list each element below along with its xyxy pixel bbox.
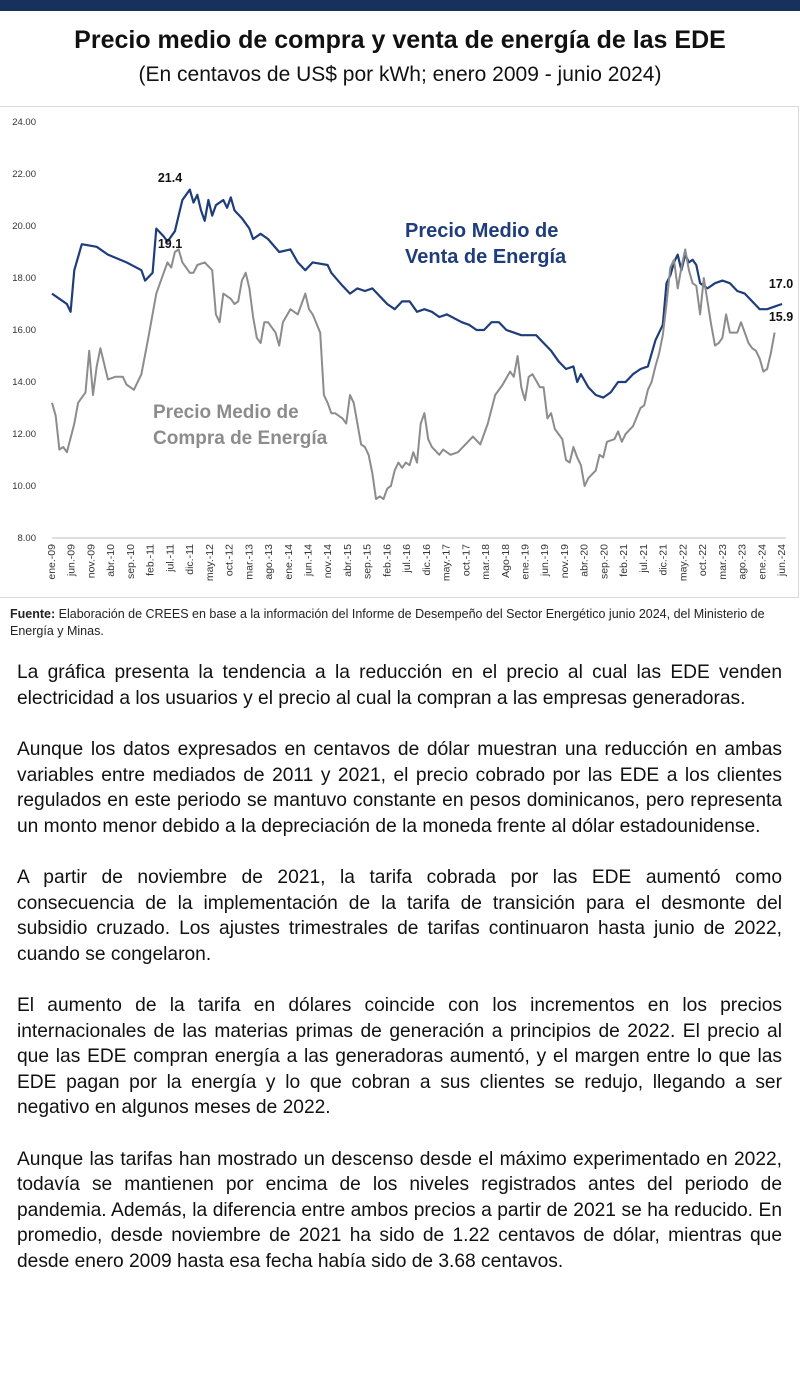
top-bar (0, 0, 800, 11)
x-tick-label: oct.-17 (460, 544, 472, 576)
y-tick-label: 16.00 (12, 325, 36, 336)
compra-peak-label: 19.1 (158, 237, 182, 251)
x-tick-label: ene.-14 (283, 544, 295, 580)
y-tick-label: 12.00 (12, 429, 36, 440)
x-tick-label: nov.-19 (559, 544, 571, 578)
article-body: La gráfica presenta la tendencia a la re… (17, 660, 782, 1300)
y-tick-label: 14.00 (12, 377, 36, 388)
paragraph-2: Aunque los datos expresados en centavos … (17, 739, 782, 837)
x-tick-label: ago.-23 (737, 544, 749, 580)
y-tick-label: 24.00 (12, 117, 36, 128)
x-tick-label: jul.-11 (164, 544, 176, 573)
compra-legend-line1: Precio Medio de (153, 402, 299, 423)
paragraph-1: La gráfica presenta la tendencia a la re… (17, 662, 782, 709)
x-tick-label: feb.-11 (145, 544, 157, 576)
x-tick-label: dic.-21 (658, 544, 670, 576)
paragraph-3: A partir de noviembre de 2021, la tarifa… (17, 867, 782, 965)
source-label: Fuente: (10, 607, 56, 621)
x-tick-label: abr.-15 (342, 544, 354, 577)
compra-end-label: 15.9 (769, 310, 793, 324)
y-tick-label: 10.00 (12, 481, 36, 492)
x-tick-label: may.-17 (441, 544, 453, 581)
x-tick-label: mar.-13 (243, 544, 255, 580)
paragraph-4: El aumento de la tarifa en dólares coinc… (17, 995, 782, 1118)
x-tick-label: nov.-14 (322, 544, 334, 578)
compra-series-line (51, 248, 776, 500)
x-tick-label: oct.-12 (224, 544, 236, 576)
compra-legend-line2: Compra de Energía (153, 428, 328, 449)
x-tick-label: may.-22 (677, 544, 689, 581)
x-tick-label: sep.-10 (125, 544, 137, 579)
x-tick-label: dic.-16 (421, 544, 433, 576)
x-tick-label: may.-12 (204, 544, 216, 581)
x-tick-label: oct.-22 (697, 544, 709, 576)
x-tick-label: jun.-14 (302, 544, 314, 577)
x-tick-label: jun.-09 (66, 544, 78, 577)
venta-legend-line2: Venta de Energía (405, 246, 567, 268)
x-tick-label: jul.-16 (401, 544, 413, 574)
line-chart: 8.00 10.00 12.00 14.00 16.00 18.00 20.00 22.00 2… (12, 117, 793, 581)
x-tick-label: ene.-09 (46, 544, 58, 580)
y-tick-label: 20.00 (12, 221, 36, 232)
y-tick-label: 18.00 (12, 273, 36, 284)
paragraph-5: Aunque las tarifas han mostrado un desce… (17, 1148, 782, 1272)
x-tick-label: dic.-11 (184, 544, 196, 575)
x-tick-label: feb.-21 (618, 544, 630, 577)
x-tick-label: feb.-16 (381, 544, 393, 577)
x-tick-label: ago.-13 (263, 544, 275, 580)
x-tick-label: sep.-15 (362, 544, 374, 579)
y-tick-label: 22.00 (12, 169, 36, 180)
x-tick-label: jun.-24 (776, 544, 788, 577)
x-tick-label: mar.-23 (717, 544, 729, 580)
x-tick-label: mar.-18 (480, 544, 492, 580)
x-tick-label: jul.-21 (638, 544, 650, 574)
x-tick-label: sep.-20 (598, 544, 610, 579)
x-tick-label: ene.-24 (756, 544, 768, 580)
venta-legend-line1: Precio Medio de (405, 220, 558, 242)
venta-end-label: 17.0 (769, 277, 793, 291)
x-tick-label: abr.-20 (579, 544, 591, 577)
x-tick-label: Ago-18 (500, 544, 512, 578)
x-tick-label: ene.-19 (520, 544, 532, 580)
chart-title: Precio medio de compra y venta de energí… (74, 26, 726, 54)
x-tick-label: jun.-19 (539, 544, 551, 577)
chart-frame (0, 106, 799, 598)
y-tick-label: 8.00 (18, 533, 37, 544)
chart-subtitle: (En centavos de US$ por kWh; enero 2009 … (138, 63, 662, 86)
x-tick-label: nov.-09 (85, 544, 97, 578)
venta-peak-label: 21.4 (158, 171, 182, 185)
source-note: Fuente: Elaboración de CREES en base a l… (10, 606, 780, 640)
x-tick-label: abr.-10 (105, 544, 117, 577)
source-text: Elaboración de CREES en base a la inform… (10, 607, 765, 638)
